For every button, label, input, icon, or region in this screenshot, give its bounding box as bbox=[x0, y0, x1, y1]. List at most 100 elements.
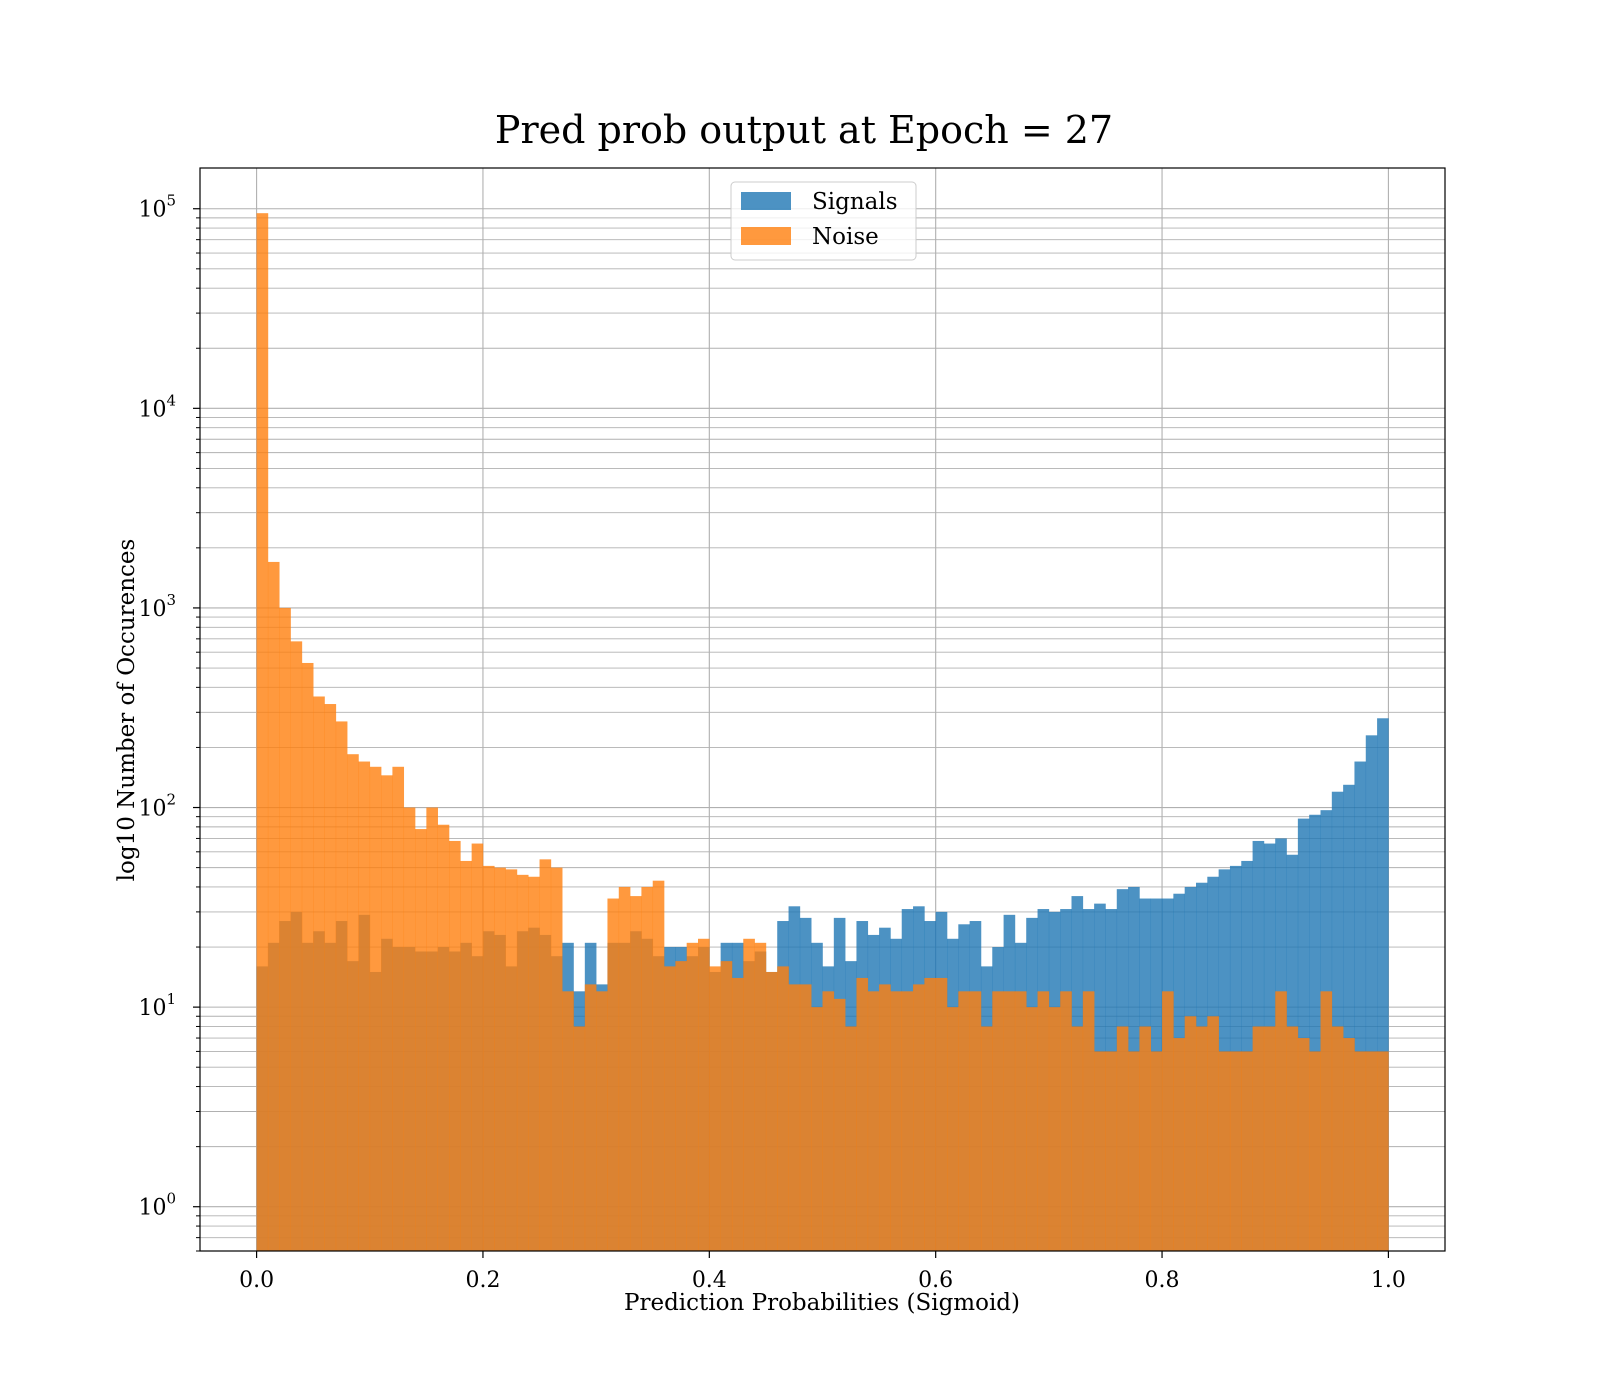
bar-noise bbox=[1162, 991, 1174, 1251]
y-tick-label: 104 bbox=[138, 391, 176, 422]
x-tick-label: 0.4 bbox=[692, 1268, 727, 1293]
bar-noise bbox=[1297, 1038, 1310, 1251]
bar-noise bbox=[924, 977, 936, 1251]
bar-noise bbox=[301, 662, 314, 1251]
bar-noise bbox=[1128, 1051, 1140, 1251]
bar-noise bbox=[290, 641, 303, 1251]
bar-noise bbox=[494, 867, 506, 1251]
bar-noise bbox=[550, 867, 563, 1251]
bar-noise bbox=[1207, 1016, 1219, 1251]
bars-layer bbox=[256, 213, 1389, 1251]
bar-noise bbox=[415, 829, 427, 1251]
bar-noise bbox=[992, 991, 1004, 1251]
bar-noise bbox=[969, 991, 982, 1251]
y-tick-label: 103 bbox=[138, 591, 176, 622]
bar-noise bbox=[1365, 1051, 1378, 1251]
bar-noise bbox=[1048, 1007, 1061, 1251]
bar-noise bbox=[1037, 991, 1050, 1251]
bar-noise bbox=[279, 607, 291, 1251]
bar-noise bbox=[392, 766, 405, 1251]
x-tick-label: 0.2 bbox=[465, 1268, 500, 1293]
bar-noise bbox=[1343, 1038, 1355, 1251]
bar-noise bbox=[641, 886, 654, 1251]
bar-noise bbox=[698, 938, 710, 1251]
x-tick-label: 0.8 bbox=[1145, 1268, 1180, 1293]
bar-noise bbox=[777, 966, 789, 1251]
x-tick-label: 0.0 bbox=[239, 1268, 274, 1293]
legend-swatch-noise bbox=[741, 227, 791, 245]
chart-title: Pred prob output at Epoch = 27 bbox=[495, 108, 1113, 152]
bar-noise bbox=[584, 984, 597, 1251]
bar-noise bbox=[437, 824, 450, 1251]
bar-noise bbox=[1218, 1051, 1231, 1251]
bar-signals bbox=[1343, 784, 1355, 1251]
x-axis-label: Prediction Probabilities (Sigmoid) bbox=[624, 1290, 1020, 1316]
bar-signals bbox=[1297, 818, 1310, 1251]
bar-signals bbox=[1331, 791, 1344, 1251]
bar-noise bbox=[562, 991, 574, 1251]
bar-noise bbox=[652, 880, 665, 1251]
bar-noise bbox=[1320, 991, 1333, 1251]
bar-noise bbox=[1286, 1026, 1299, 1251]
bar-noise bbox=[1196, 1026, 1208, 1251]
bar-noise bbox=[449, 840, 461, 1251]
bar-noise bbox=[403, 807, 416, 1251]
bar-noise bbox=[1229, 1051, 1242, 1251]
bar-noise bbox=[811, 1007, 823, 1251]
bar-noise bbox=[799, 984, 812, 1251]
bar-noise bbox=[743, 938, 755, 1251]
bar-noise bbox=[1173, 1038, 1185, 1251]
bar-noise bbox=[709, 966, 721, 1251]
bar-noise bbox=[313, 696, 325, 1251]
x-tick-label: 1.0 bbox=[1371, 1268, 1406, 1293]
bar-noise bbox=[358, 761, 371, 1251]
bar-noise bbox=[856, 977, 869, 1251]
legend-label-noise: Noise bbox=[812, 224, 879, 250]
bar-noise bbox=[324, 704, 337, 1251]
y-tick-label: 100 bbox=[138, 1190, 176, 1221]
bar-noise bbox=[1105, 1051, 1118, 1251]
bar-noise bbox=[731, 977, 744, 1251]
plot-frame bbox=[199, 167, 1446, 1252]
legend-swatch-signals bbox=[741, 192, 791, 210]
bar-noise bbox=[1014, 991, 1027, 1251]
bar-noise bbox=[845, 1026, 857, 1251]
x-tick-label: 0.6 bbox=[918, 1268, 953, 1293]
bar-noise bbox=[607, 898, 620, 1251]
bar-noise bbox=[630, 896, 642, 1251]
bar-noise bbox=[913, 984, 925, 1251]
bar-noise bbox=[879, 984, 891, 1251]
bar-noise bbox=[1184, 1016, 1197, 1251]
bar-noise bbox=[935, 977, 948, 1251]
bar-noise bbox=[1309, 1051, 1321, 1251]
bar-signals bbox=[1377, 718, 1389, 1251]
bar-noise bbox=[1252, 1026, 1265, 1251]
bar-noise bbox=[1331, 1026, 1344, 1251]
bar-noise bbox=[471, 843, 484, 1251]
bar-noise bbox=[833, 998, 846, 1251]
legend-label-signals: Signals bbox=[812, 189, 898, 215]
bar-noise bbox=[664, 966, 676, 1251]
bar-noise bbox=[618, 886, 631, 1251]
bar-noise bbox=[1082, 991, 1095, 1251]
bar-noise bbox=[505, 869, 518, 1251]
bar-noise bbox=[1026, 1007, 1038, 1251]
y-tick-label: 102 bbox=[138, 791, 176, 822]
bar-noise bbox=[1071, 1026, 1084, 1251]
bar-noise bbox=[426, 807, 438, 1251]
bar-noise bbox=[1150, 1051, 1163, 1251]
bar-noise bbox=[1263, 1026, 1276, 1251]
legend: Signals Noise bbox=[730, 181, 917, 261]
bar-noise bbox=[890, 991, 903, 1251]
bar-noise bbox=[347, 754, 359, 1251]
bar-noise bbox=[460, 860, 472, 1251]
bar-noise bbox=[335, 721, 348, 1251]
bar-noise bbox=[596, 991, 608, 1251]
ticks-layer: 100 101 102 103 104 105 0.0 0.2 0.4 0.6 0.8 1.0 bbox=[138, 192, 1405, 1293]
bar-noise bbox=[1094, 1051, 1106, 1251]
bar-noise bbox=[573, 1026, 586, 1251]
bar-noise bbox=[675, 961, 687, 1251]
y-axis-label: log10 Number of Occurences bbox=[114, 539, 140, 882]
bar-noise bbox=[267, 561, 280, 1251]
